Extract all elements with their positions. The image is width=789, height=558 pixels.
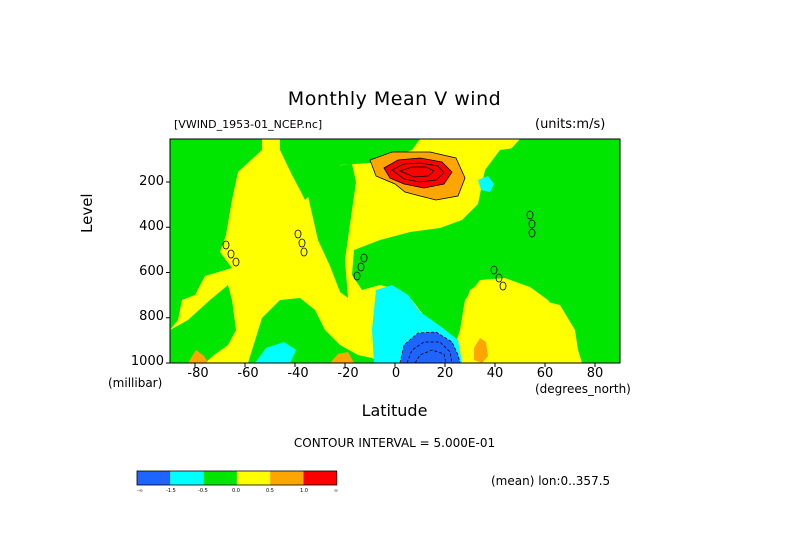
x-tick-label: 0 (391, 366, 401, 381)
colorbar-swatch (236, 471, 271, 485)
field-green-right-lower (560, 255, 620, 363)
zero-label (526, 210, 534, 220)
x-axis-unit: (degrees_north) (535, 382, 631, 396)
contour-pos-1 (383, 157, 453, 189)
zero-label (495, 273, 503, 283)
field-orange-small-bottom (188, 350, 208, 363)
colorbar-swatch (170, 471, 204, 485)
contour-neg-3 (414, 349, 447, 363)
colorbar-label: -0.5 (198, 488, 208, 494)
colorbar-label: 0.5 (266, 488, 274, 494)
zero-label (298, 238, 306, 248)
zero-label (357, 262, 365, 272)
x-tick-label: 80 (586, 366, 604, 381)
x-tick-label: -80 (187, 366, 209, 381)
y-axis-unit: (millibar) (108, 376, 163, 390)
colorbar-label: ∞ (333, 488, 339, 494)
dataset-label: [VWIND_1953-01_NCEP.nc] (174, 118, 323, 131)
field-green-right-upper (510, 139, 620, 170)
x-tick-label: -60 (237, 366, 259, 381)
x-tick-label: 20 (436, 366, 454, 381)
y-tick-label: 200 (139, 174, 164, 189)
y-tick-label: 400 (139, 219, 164, 234)
mean-label: (mean) lon:0..357.5 (491, 474, 611, 488)
colorbar-swatch (270, 471, 304, 485)
y-tick-label: 800 (139, 309, 164, 324)
zero-label (222, 240, 230, 250)
contour-neg-2 (406, 341, 453, 363)
zero-label (227, 249, 235, 259)
zero-label (353, 271, 361, 281)
field-orange-small-mid (330, 352, 354, 363)
colorbar-frame (136, 470, 338, 486)
zero-label (499, 281, 507, 291)
zero-label (232, 257, 240, 267)
field-green-center (352, 145, 620, 363)
field-yellow-island-lower (540, 300, 580, 363)
x-tick-label: 60 (536, 366, 554, 381)
x-axis-label: Latitude (361, 401, 428, 420)
units-label: (units:m/s) (535, 117, 606, 132)
colorbar-label: 1.0 (300, 488, 308, 494)
y-tick-label: 1000 (130, 354, 164, 369)
contour-pos-2 (391, 162, 445, 183)
zero-label (490, 265, 498, 275)
field-green-bottom-left (170, 285, 236, 363)
colorbar-swatch (137, 471, 171, 485)
zero-label (528, 228, 536, 238)
zero-label (360, 253, 368, 263)
contour-pos-4 (369, 151, 466, 201)
field-blue-core (400, 332, 460, 363)
field-green-left (170, 139, 262, 330)
colorbar-label: 0.0 (232, 488, 240, 494)
contour-pos-3 (398, 166, 435, 178)
colorbar-label: -1.5 (166, 488, 176, 494)
x-tick-label: 40 (486, 366, 504, 381)
chart-title: Monthly Mean V wind (287, 88, 502, 110)
y-tick-label: 600 (139, 264, 164, 279)
field-orange-small-right (474, 338, 488, 363)
x-tick-label: -40 (287, 366, 309, 381)
contour-interval-label: CONTOUR INTERVAL = 5.000E-01 (293, 436, 496, 450)
zero-label (300, 247, 308, 257)
zero-label (528, 219, 536, 229)
field-cyan-small (478, 176, 494, 192)
field-green-ridge (308, 164, 356, 298)
colorbar-label: -∞ (137, 488, 143, 494)
x-tick-label: -20 (337, 366, 359, 381)
zero-label (294, 229, 302, 239)
colorbar-swatch (203, 471, 237, 485)
field-cyan-bottom-left (255, 342, 296, 363)
colorbar-swatch (303, 471, 337, 485)
